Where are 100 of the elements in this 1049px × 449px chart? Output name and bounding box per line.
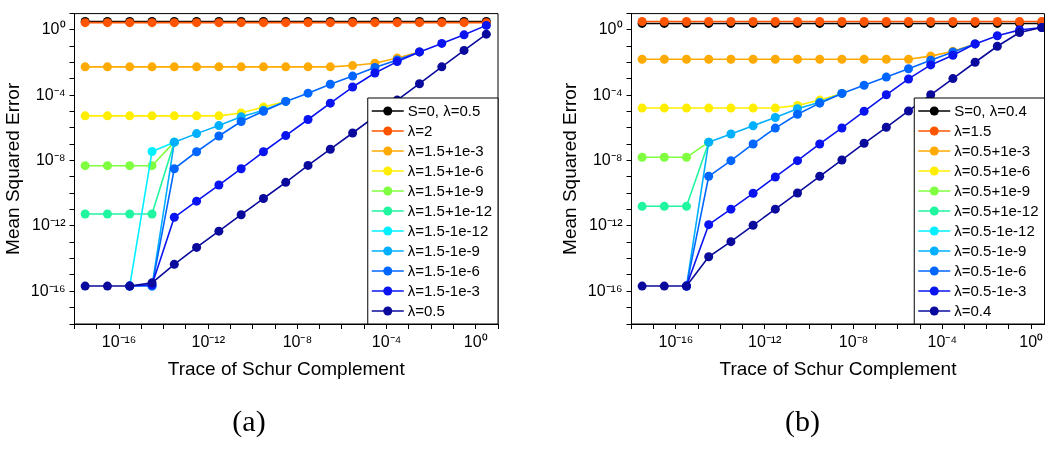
point <box>125 209 135 219</box>
point <box>704 103 714 113</box>
point <box>726 204 736 214</box>
point <box>348 71 358 81</box>
y-tick-label: 10⁰ <box>598 20 623 38</box>
x-axis-title: Trace of Schur Complement <box>167 357 406 379</box>
point <box>704 220 714 230</box>
legend-label: λ=1.5 <box>954 122 992 140</box>
legend-label: λ=0.5-1e-3 <box>954 282 1027 300</box>
point <box>682 54 692 64</box>
point <box>682 201 692 211</box>
legend-label: λ=0.4 <box>954 302 992 320</box>
point <box>793 54 803 64</box>
point <box>281 131 291 141</box>
text: (b) <box>785 403 820 438</box>
point <box>726 103 736 113</box>
point <box>214 62 224 72</box>
point <box>659 103 669 113</box>
point <box>147 147 157 157</box>
y-tick-label: 10⁻⁴ <box>35 85 66 103</box>
point <box>481 29 491 39</box>
point <box>726 54 736 64</box>
point <box>348 61 358 71</box>
point <box>102 161 112 171</box>
legend-label: λ=1.5+1e-9 <box>407 182 484 200</box>
point <box>859 138 869 148</box>
y-tick-label: 10⁻⁸ <box>592 151 623 169</box>
point <box>659 152 669 162</box>
point <box>102 111 112 121</box>
point <box>726 237 736 247</box>
point <box>904 54 914 64</box>
point <box>726 156 736 166</box>
point <box>659 281 669 291</box>
point <box>325 144 335 154</box>
point <box>748 121 758 131</box>
point <box>637 152 647 162</box>
point <box>303 88 313 98</box>
x-tick-label: 10⁻¹⁶ <box>101 333 137 351</box>
point <box>748 188 758 198</box>
point <box>125 161 135 171</box>
point <box>236 116 246 126</box>
point <box>147 62 157 72</box>
legend-label: λ=0.5+1e-9 <box>954 182 1031 200</box>
point <box>682 152 692 162</box>
point <box>459 30 469 40</box>
point <box>348 82 358 92</box>
point <box>637 201 647 211</box>
point <box>748 220 758 230</box>
point <box>236 62 246 72</box>
point <box>770 112 780 122</box>
y-tick-label: 10⁻⁴ <box>592 85 623 103</box>
point <box>748 139 758 149</box>
point <box>748 54 758 64</box>
legend-label: S=0, λ=0.4 <box>954 102 1027 120</box>
text: (a) <box>232 403 266 438</box>
point <box>303 62 313 72</box>
point <box>325 79 335 89</box>
point <box>236 164 246 174</box>
point <box>325 98 335 108</box>
point <box>793 109 803 119</box>
point <box>770 172 780 182</box>
point <box>637 54 647 64</box>
point <box>80 111 90 121</box>
point <box>837 123 847 133</box>
point <box>125 62 135 72</box>
point <box>303 114 313 124</box>
y-tick-label: 10⁰ <box>41 20 66 38</box>
y-tick-label: 10⁻¹² <box>589 216 624 234</box>
point <box>192 111 202 121</box>
point <box>102 209 112 219</box>
point <box>236 210 246 220</box>
point <box>881 54 891 64</box>
point <box>748 103 758 113</box>
point <box>904 64 914 74</box>
legend-label: λ=1.5-1e-9 <box>407 242 480 260</box>
point <box>704 54 714 64</box>
point <box>192 242 202 252</box>
point <box>770 103 780 113</box>
point <box>258 62 268 72</box>
point <box>80 209 90 219</box>
point <box>437 38 447 48</box>
point <box>992 41 1002 51</box>
point <box>770 123 780 133</box>
point <box>881 72 891 82</box>
x-axis-title: Trace of Schur Complement <box>719 357 958 379</box>
point <box>214 131 224 141</box>
point <box>281 177 291 187</box>
point <box>192 62 202 72</box>
point <box>437 62 447 72</box>
point <box>770 204 780 214</box>
legend-label: λ=0.5-1e-12 <box>954 222 1035 240</box>
point <box>80 281 90 291</box>
y-axis-title: Mean Squared Error <box>1 82 23 255</box>
y-tick-label: 10⁻¹⁶ <box>587 281 623 299</box>
point <box>169 164 179 174</box>
legend-label: λ=1.5-1e-3 <box>407 282 480 300</box>
point <box>859 80 869 90</box>
y-axis-title: Mean Squared Error <box>558 82 580 255</box>
point <box>926 60 936 70</box>
point <box>859 106 869 116</box>
